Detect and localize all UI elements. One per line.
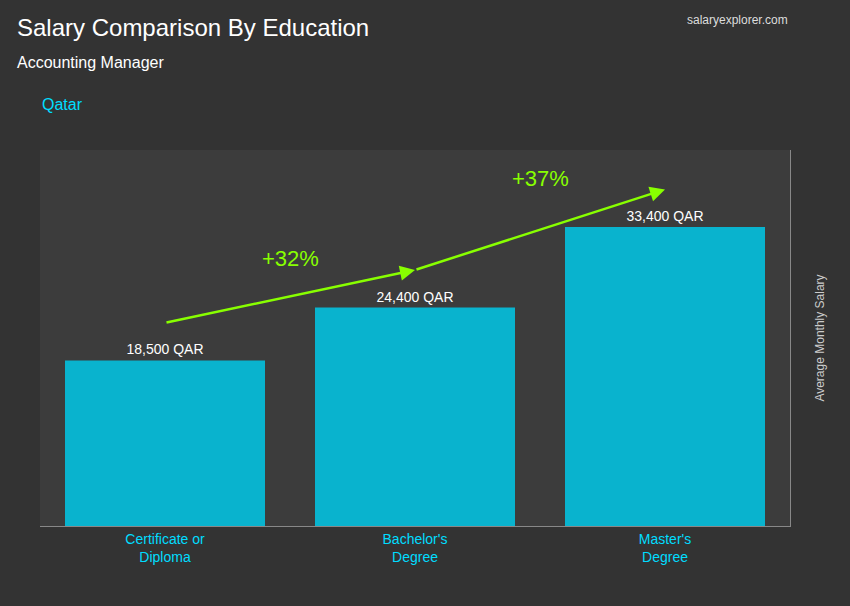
svg-text:24,400 QAR: 24,400 QAR	[376, 289, 453, 305]
svg-text:+32%: +32%	[262, 246, 319, 271]
svg-text:18,500 QAR: 18,500 QAR	[126, 341, 203, 357]
svg-text:+37%: +37%	[512, 166, 569, 191]
svg-text:33,400 QAR: 33,400 QAR	[626, 208, 703, 224]
svg-text:Qatar: Qatar	[42, 96, 83, 113]
svg-text:Average Monthly Salary: Average Monthly Salary	[813, 274, 827, 401]
svg-text:Certificate orDiploma: Certificate orDiploma	[125, 531, 205, 565]
svg-text:Master'sDegree: Master'sDegree	[639, 531, 691, 565]
svg-text:Salary Comparison By Education: Salary Comparison By EducationAccounting…	[17, 14, 369, 70]
svg-text:Bachelor'sDegree: Bachelor'sDegree	[383, 531, 448, 565]
svg-text:salaryexplorer.com: salaryexplorer.com	[687, 13, 788, 27]
